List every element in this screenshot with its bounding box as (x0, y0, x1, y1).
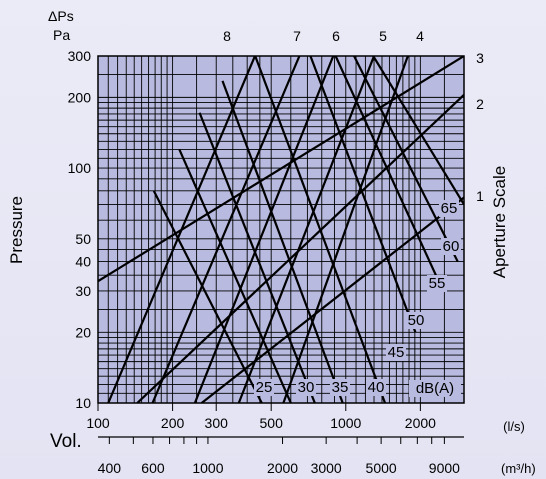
sound-label-bg (254, 379, 274, 396)
x-tick-top-label: 300 (205, 415, 229, 431)
x-unit-top: (l/s) (503, 419, 525, 434)
x-tick-top-label: 2000 (405, 415, 436, 431)
aperture-line-8 (107, 56, 256, 403)
series-lines (98, 56, 464, 403)
y-tick-label: 300 (68, 48, 92, 64)
sound-label-65: 65 (441, 200, 458, 217)
sound-line-40 (221, 80, 344, 403)
sound-label-bg (439, 200, 459, 217)
x-unit-bottom: (m³/h) (501, 461, 536, 476)
x-tick-bottom-label: 3000 (311, 460, 342, 476)
x-axis-title: Vol. (50, 431, 82, 452)
sound-label-bg (441, 238, 461, 255)
sound-line-30 (178, 149, 292, 403)
x-tick-top-label: 200 (161, 415, 185, 431)
sound-label-45: 45 (388, 344, 405, 361)
sound-line-55 (334, 56, 445, 292)
sound-unit-bg (409, 380, 461, 397)
y-tick-label: 200 (68, 89, 92, 105)
sound-label-bg (330, 379, 350, 396)
y-tick-label: 50 (75, 231, 91, 247)
sound-label-bg (296, 379, 316, 396)
aperture-label-8: 8 (223, 28, 231, 44)
x-tick-top-label: 100 (86, 415, 110, 431)
aperture-line-6 (193, 56, 335, 403)
aperture-line-2 (136, 94, 464, 403)
sound-unit-label: dB(A) (416, 380, 454, 397)
aperture-label-6: 6 (332, 28, 340, 44)
x-tick-bottom-label: 2000 (267, 460, 298, 476)
sound-label-60: 60 (443, 238, 460, 255)
y-tick-label: 40 (75, 254, 91, 270)
aperture-label-2: 2 (476, 96, 484, 112)
aperture-line-4 (282, 56, 409, 403)
sound-label-35: 35 (332, 379, 349, 396)
x-tick-bottom-label: 600 (141, 460, 165, 476)
aperture-line-3 (98, 56, 464, 283)
y-unit-label: ΔPs (48, 8, 74, 24)
x-tick-bottom-label: 5000 (366, 460, 397, 476)
sound-label-55: 55 (429, 275, 446, 292)
sound-line-65 (372, 56, 464, 206)
sound-line-25 (152, 190, 263, 403)
right-axis-title: Aperture Scale (490, 166, 509, 278)
sound-label-30: 30 (298, 379, 315, 396)
aperture-line-7 (151, 56, 301, 403)
aperture-label-7: 7 (293, 28, 301, 44)
sound-label-40: 40 (368, 379, 385, 396)
y-tick-label: 10 (75, 395, 91, 411)
x-tick-bottom-label: 400 (98, 460, 122, 476)
sound-line-60 (353, 56, 459, 263)
y-tick-label: 100 (68, 160, 92, 176)
aperture-label-1: 1 (476, 188, 484, 204)
sound-label-bg (406, 312, 426, 329)
aperture-label-5: 5 (379, 28, 387, 44)
sound-label-bg (366, 379, 386, 396)
x-tick-bottom-label: 9000 (429, 460, 460, 476)
y-tick-label: 30 (75, 283, 91, 299)
sound-label-50: 50 (408, 312, 425, 329)
sound-line-45 (254, 56, 387, 403)
x-tick-top-label: 500 (260, 415, 284, 431)
labels: 3002001005040302010ΔPsPaPressure45678321… (7, 8, 536, 476)
sound-line-50 (309, 56, 417, 333)
sound-label-bg (427, 275, 447, 292)
aperture-line-5 (237, 56, 376, 403)
sound-label-25: 25 (256, 379, 273, 396)
aperture-label-4: 4 (416, 28, 424, 44)
y-axis-title: Pressure (7, 196, 26, 264)
y-tick-label: 20 (75, 324, 91, 340)
x-tick-bottom-label: 1000 (192, 460, 223, 476)
x-tick-top-label: 1000 (330, 415, 361, 431)
sound-line-35 (198, 112, 316, 403)
y-unit-label: Pa (53, 27, 70, 43)
aperture-label-3: 3 (476, 50, 484, 66)
sound-label-bg (386, 344, 406, 361)
